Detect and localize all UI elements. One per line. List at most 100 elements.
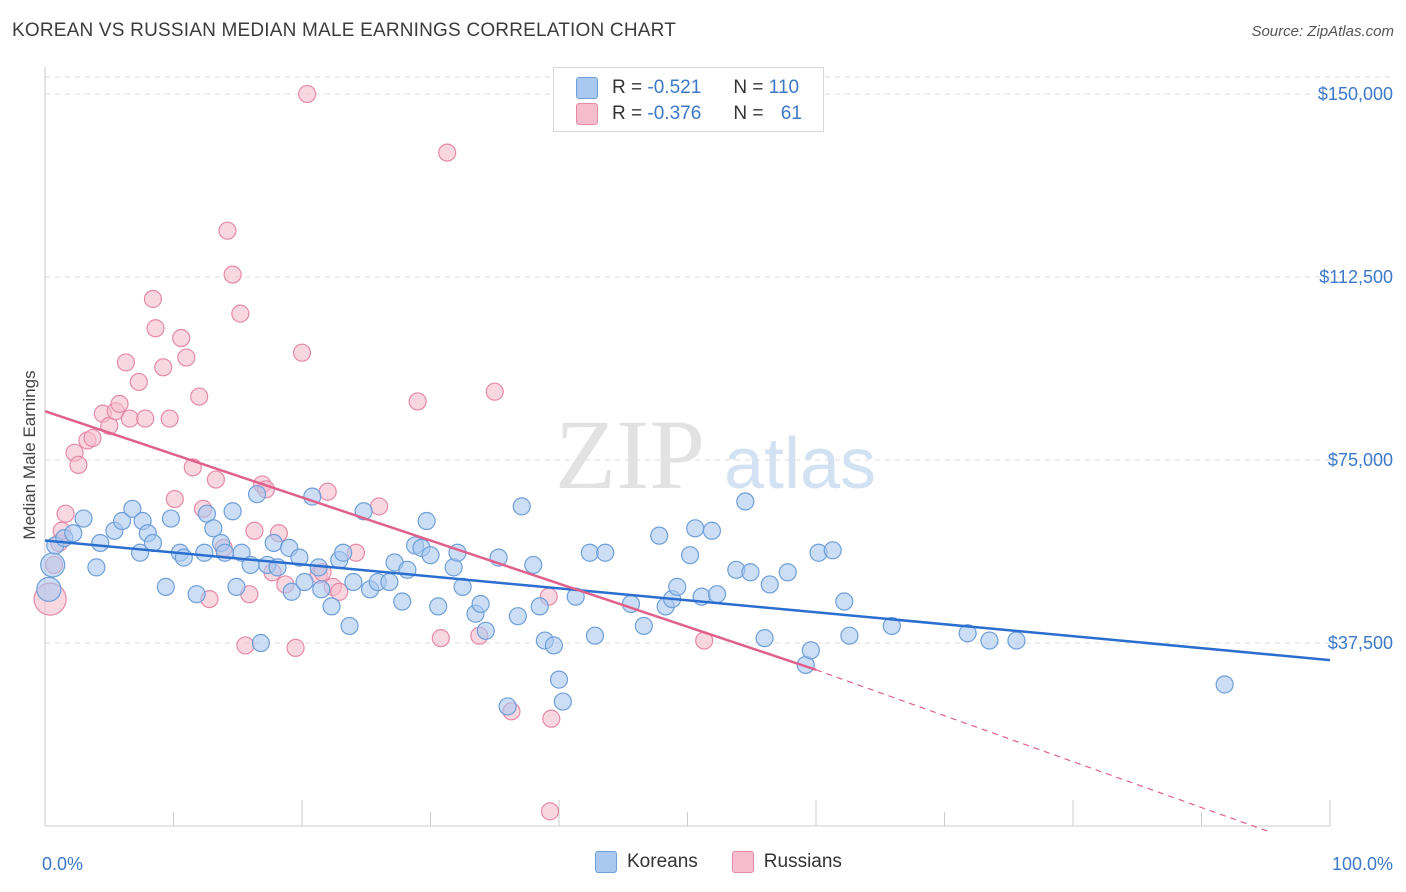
russian-point	[485, 382, 504, 401]
watermark: ZIP atlas	[555, 399, 876, 510]
x-tick-label: 100.0%	[1332, 854, 1393, 874]
russian-point	[177, 348, 196, 367]
legend-n-value: 110	[768, 77, 800, 98]
legend-row-russians: R = -0.376 N = 61	[576, 102, 802, 126]
russian-point	[143, 289, 163, 309]
korean-point	[524, 555, 543, 575]
legend-r-value: -0.376	[647, 103, 702, 124]
russian-point	[286, 638, 305, 657]
korean-point	[823, 541, 842, 560]
russian-point	[165, 489, 184, 509]
legend-row-koreans: R = -0.521 N = 110	[576, 76, 799, 100]
y-tick-label: $37,500	[1328, 633, 1393, 653]
korean-point	[553, 692, 572, 711]
russian-point	[83, 428, 102, 448]
russian-point	[129, 372, 148, 392]
russian-point	[116, 353, 136, 372]
tick-labels: $37,500 $75,000 $112,500 $150,000 0.0% 100.0%	[42, 84, 1393, 874]
korean-point	[251, 633, 270, 653]
korean-point	[264, 533, 283, 553]
korean-point	[91, 533, 110, 553]
korean-swatch	[595, 851, 617, 873]
russian-point	[542, 709, 561, 728]
korean-point	[340, 616, 359, 636]
korean-swatch	[576, 77, 598, 99]
russian-point	[231, 304, 250, 323]
korean-point	[508, 607, 527, 626]
korean-trend-line	[44, 539, 1331, 662]
russian-point	[540, 802, 560, 821]
korean-point	[204, 519, 223, 538]
korean-point	[580, 543, 599, 562]
korean-point	[680, 546, 700, 565]
korean-point	[64, 524, 83, 543]
russian-trend-extension	[815, 669, 1271, 833]
korean-point	[195, 543, 214, 562]
x-tick-label: 0.0%	[42, 854, 83, 874]
korean-point	[123, 499, 142, 518]
russian-point	[292, 343, 312, 362]
legend-r-label: R =	[612, 103, 643, 124]
russian-point	[245, 521, 264, 540]
korean-point	[36, 576, 62, 602]
korean-point	[882, 616, 901, 636]
korean-point	[778, 563, 797, 582]
legend-russians-label: Russians	[763, 851, 842, 872]
russian-point	[236, 636, 255, 655]
korean-point	[223, 502, 242, 521]
korean-point	[741, 563, 760, 582]
korean-point	[707, 585, 727, 604]
korean-point	[840, 626, 859, 645]
korean-point	[755, 629, 774, 648]
russian-point	[431, 629, 450, 648]
legend-n-label: N =	[733, 103, 764, 124]
axes	[44, 67, 1331, 827]
russian-point	[146, 319, 165, 338]
watermark-atlas: atlas	[724, 424, 876, 504]
chart-title: KOREAN VS RUSSIAN MEDIAN MALE EARNINGS C…	[12, 20, 677, 41]
legend-n-label: N =	[733, 77, 764, 98]
korean-point	[344, 572, 363, 592]
korean-point	[161, 509, 181, 528]
korean-point	[544, 636, 563, 655]
russian-point	[318, 482, 337, 501]
russian-point	[223, 265, 242, 284]
korean-point	[40, 552, 66, 578]
korean-point	[295, 572, 314, 592]
korean-point	[1007, 631, 1026, 650]
korean-point	[417, 511, 436, 531]
korean-point	[512, 497, 531, 516]
russian-point	[136, 409, 155, 428]
korean-point	[232, 543, 251, 562]
legend-r-label: R =	[612, 77, 643, 98]
korean-point	[835, 592, 854, 611]
korean-point	[187, 585, 206, 604]
y-tick-label: $75,000	[1328, 450, 1393, 470]
korean-point	[530, 597, 549, 616]
korean-point	[74, 509, 93, 528]
russian-point	[172, 328, 191, 348]
korean-point	[585, 626, 605, 645]
korean-point	[650, 526, 669, 545]
y-tick-label: $150,000	[1318, 84, 1393, 104]
korean-point	[380, 572, 399, 592]
y-tick-label: $112,500	[1319, 267, 1393, 287]
korean-point	[760, 575, 779, 594]
russian-point	[190, 387, 209, 406]
russian-point	[56, 504, 75, 523]
korean-point	[668, 577, 687, 596]
korean-point	[958, 624, 977, 643]
legend-n-value: 61	[780, 103, 802, 124]
russian-point	[408, 392, 427, 411]
russian-point	[298, 84, 317, 104]
series-legend: Koreans Russians	[595, 851, 842, 873]
russian-point	[438, 143, 457, 162]
russian-swatch	[731, 851, 754, 873]
korean-point	[303, 487, 322, 506]
correlation-legend: R = -0.521 N = 110 R = -0.376 N = 61	[553, 67, 824, 132]
korean-point	[227, 577, 246, 596]
korean-point	[476, 621, 495, 640]
korean-point	[421, 546, 440, 565]
korean-point	[498, 697, 517, 716]
